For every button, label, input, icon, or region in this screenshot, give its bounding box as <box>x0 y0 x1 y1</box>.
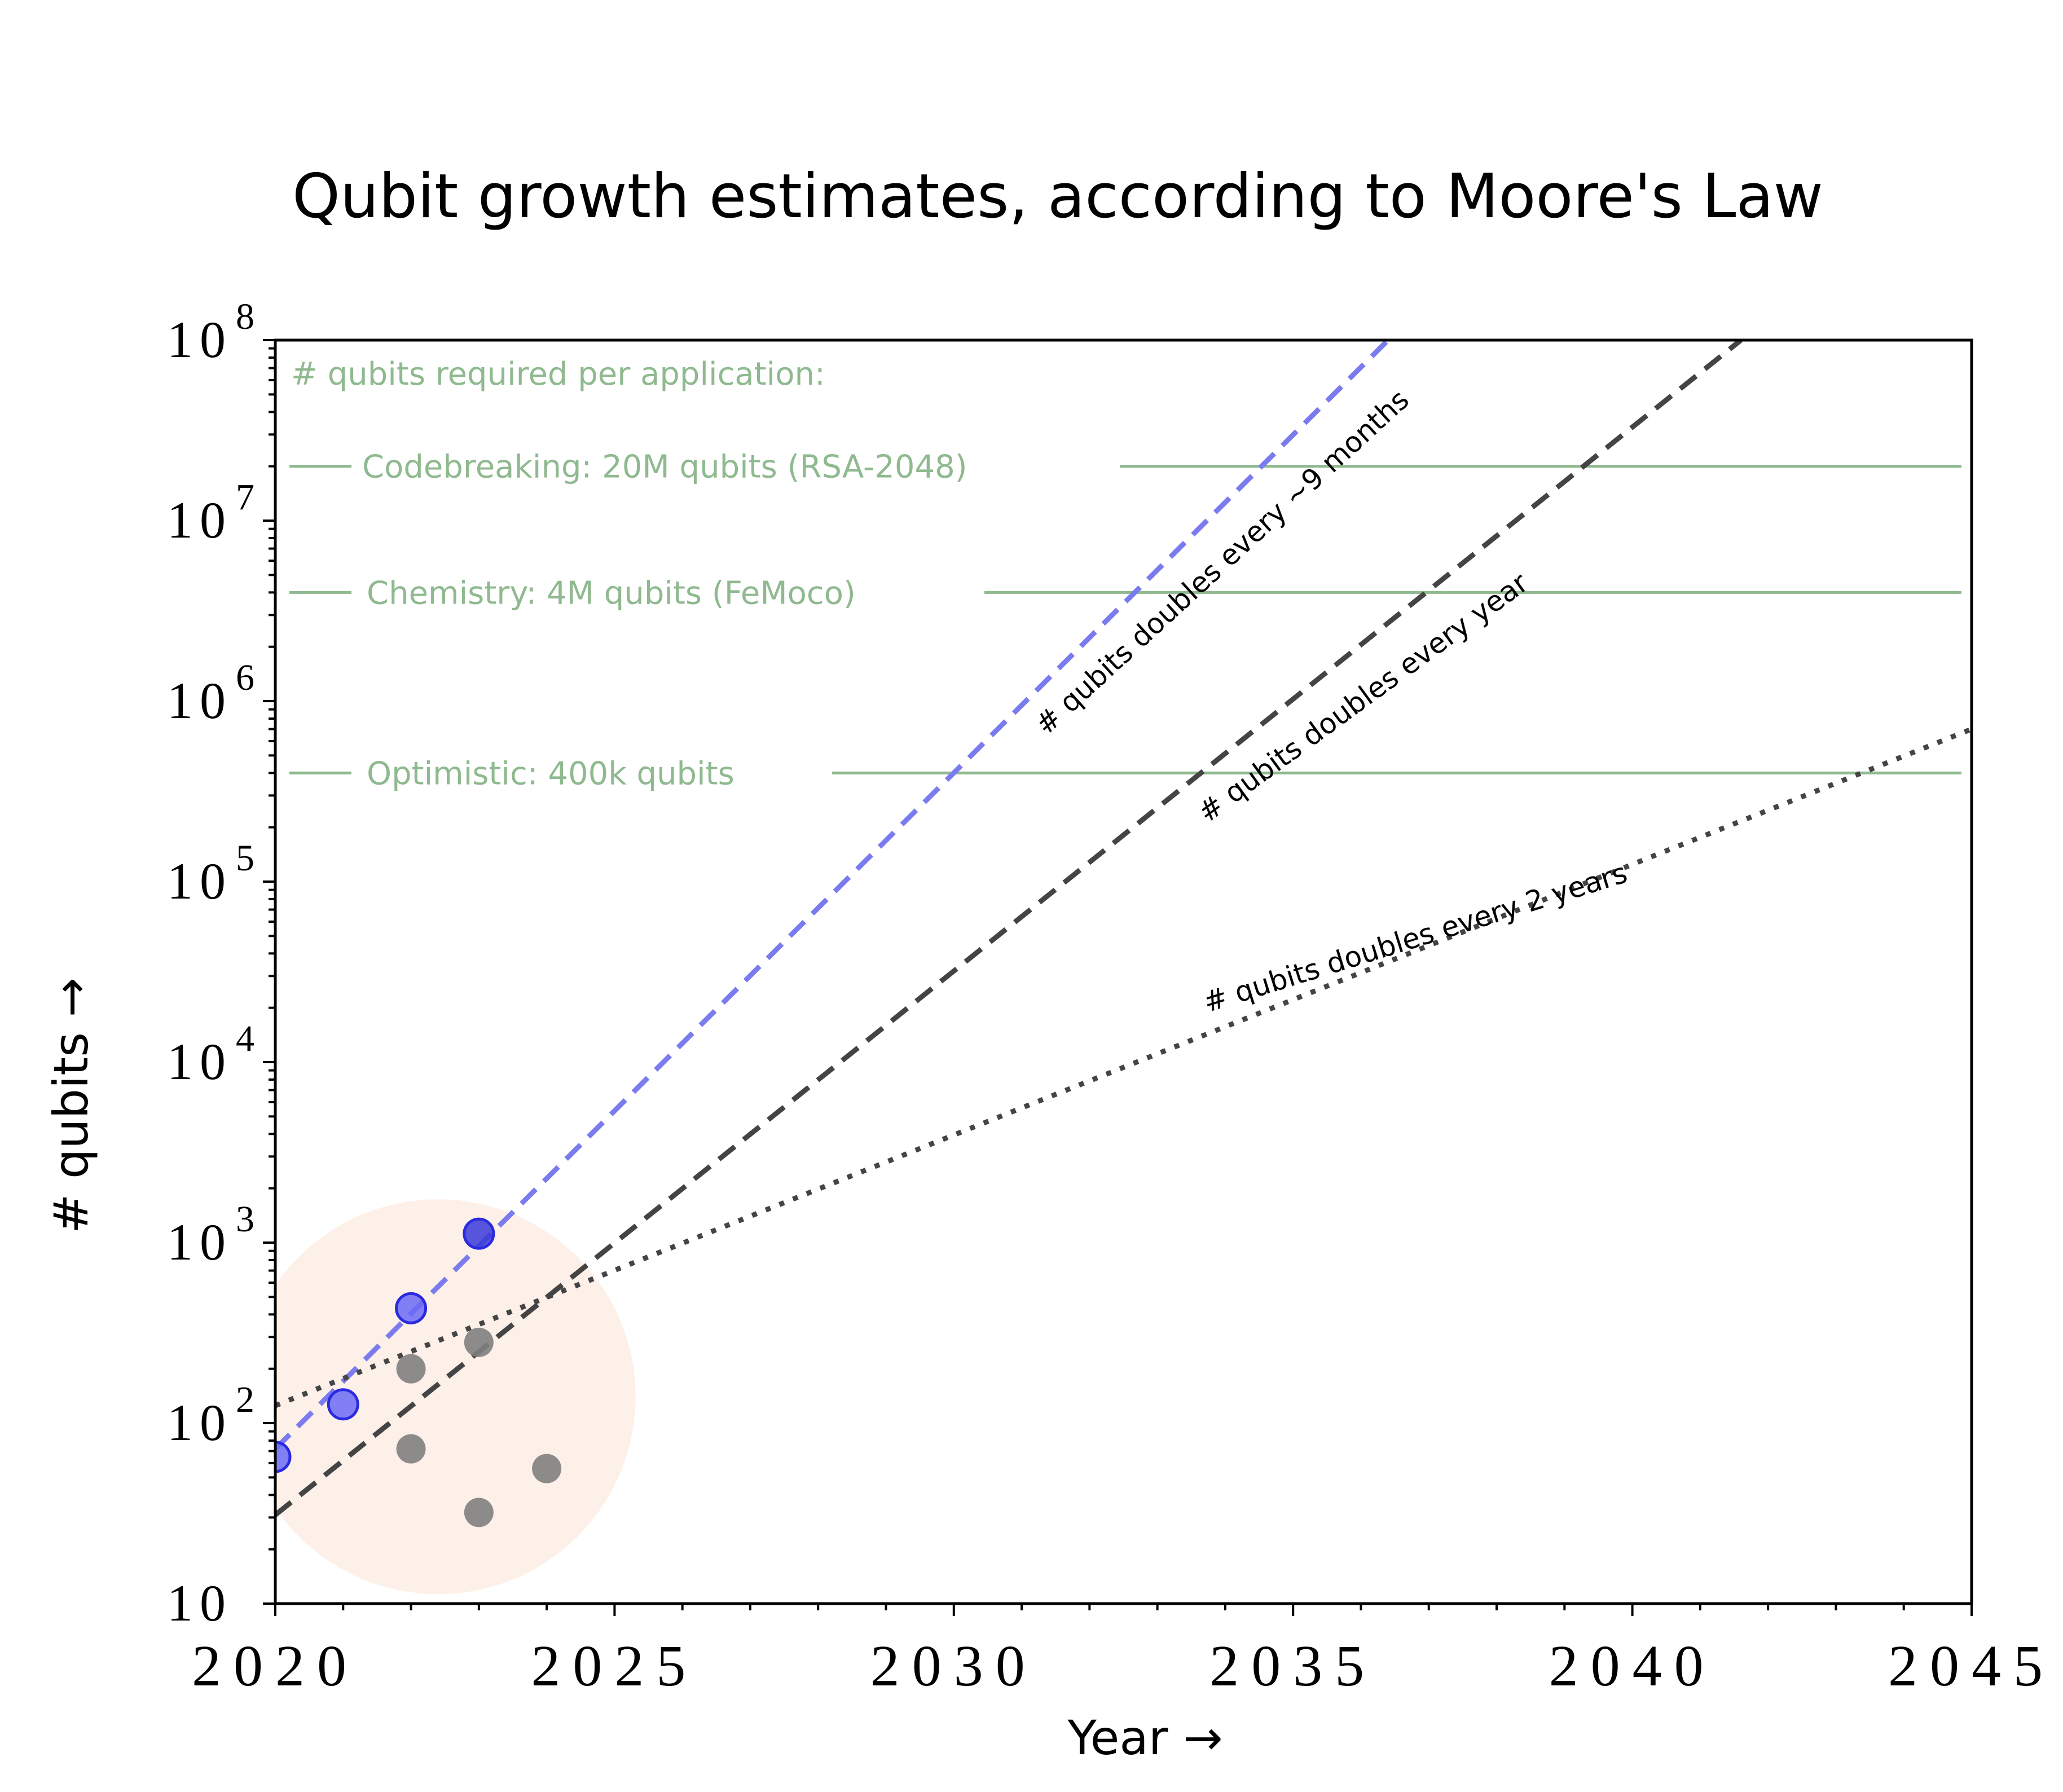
y-tick-base: 10 <box>167 311 232 368</box>
x-tick-label-2030: 2030 <box>870 1634 1037 1698</box>
y-axis-label: # qubits → <box>43 978 99 1234</box>
x-tick-label-2035: 2035 <box>1209 1634 1376 1698</box>
data-point-0-0 <box>275 1441 292 1473</box>
y-tick-exponent-2: 3 <box>236 1199 254 1240</box>
y-tick-label-6: 10 <box>167 491 232 549</box>
y-tick-base: 10 <box>167 491 232 549</box>
y-tick-exponent-7: 8 <box>236 296 254 337</box>
trend-label-2: # qubits doubles every 2 years <box>1199 856 1631 1019</box>
app-label-2: Optimistic: 400k qubits <box>367 755 734 792</box>
data-point-1-0 <box>396 1354 426 1384</box>
y-tick-base: 10 <box>167 1213 232 1271</box>
x-tick-label-2045: 2045 <box>1888 1634 2055 1698</box>
trend-line-0 <box>275 340 1390 1451</box>
x-axis-label: Year → <box>1067 1710 1223 1765</box>
trend-line-2 <box>275 727 1972 1408</box>
y-tick-label-4: 10 <box>167 852 232 910</box>
y-tick-label-2: 10 <box>167 1213 232 1271</box>
trend-line-1 <box>275 340 1743 1517</box>
y-tick-exponent-1: 2 <box>236 1379 254 1420</box>
y-tick-base: 10 <box>167 1033 232 1090</box>
y-tick-label-7: 10 <box>167 311 232 368</box>
applications-header: # qubits required per application: <box>291 356 825 393</box>
data-point-1-3 <box>464 1498 494 1527</box>
y-tick-label-1: 10 <box>167 1394 232 1451</box>
y-tick-base: 10 <box>167 672 232 729</box>
x-tick-label-2040: 2040 <box>1549 1634 1716 1698</box>
data-point-0-2 <box>395 1292 428 1324</box>
y-tick-base: 10 <box>167 1394 232 1451</box>
y-tick-exponent-5: 6 <box>236 657 254 698</box>
trend-label-1: # qubits doubles every year <box>1192 566 1534 829</box>
app-label-1: Chemistry: 4M qubits (FeMoco) <box>367 575 856 611</box>
data-point-1-4 <box>532 1454 562 1483</box>
chart-title: Qubit growth estimates, according to Moo… <box>292 161 1823 232</box>
highlight-circle <box>275 1199 636 1595</box>
y-tick-exponent-3: 4 <box>236 1018 254 1059</box>
x-tick-label-2020: 2020 <box>192 1634 359 1698</box>
y-tick-exponent-4: 5 <box>236 838 254 879</box>
plot-frame <box>274 338 1973 1605</box>
y-tick-label-5: 10 <box>167 672 232 729</box>
y-tick-label-3: 10 <box>167 1033 232 1090</box>
y-tick-base: 10 <box>167 852 232 910</box>
app-label-0: Codebreaking: 20M qubits (RSA-2048) <box>362 449 967 486</box>
y-tick-label-0: 10 <box>167 1574 232 1632</box>
y-tick-base: 10 <box>167 1574 232 1632</box>
x-tick-label-2025: 2025 <box>531 1634 698 1698</box>
data-point-1-2 <box>464 1327 494 1357</box>
y-tick-exponent-6: 7 <box>236 477 254 518</box>
data-point-0-3 <box>463 1217 495 1250</box>
data-point-1-1 <box>396 1434 426 1464</box>
data-point-0-1 <box>327 1388 359 1421</box>
